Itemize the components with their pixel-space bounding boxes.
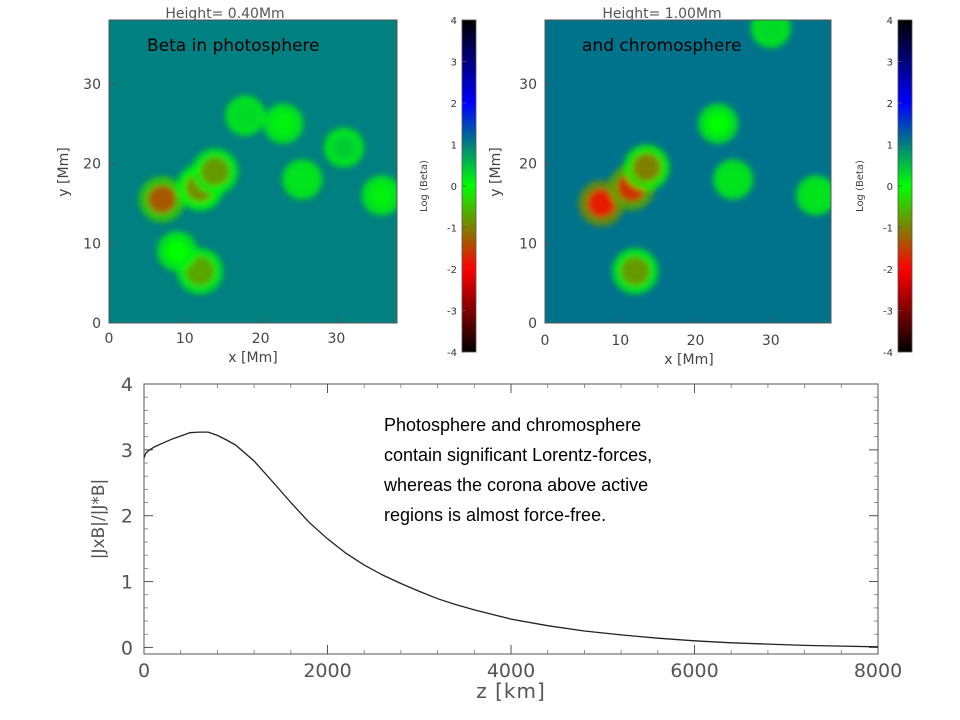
colorbar-1-tick-label: 0 <box>451 182 457 193</box>
map2-y-tick-label: 10 <box>519 236 537 252</box>
colorbar-1-tick-label: 4 <box>451 16 457 27</box>
map1-image <box>109 20 397 323</box>
colorbar-2: -4 -3 -2 -1 0 1 2 3 4 Log (Beta) <box>855 16 913 359</box>
map1-low-beta-region <box>370 184 393 207</box>
map2-background <box>545 20 831 323</box>
map1-x-tick-label: 10 <box>176 331 194 347</box>
annotation-line: Photosphere and chromosphere <box>384 415 642 435</box>
map1-low-beta-region <box>166 240 189 263</box>
map1-ylabel: y [Mm] <box>56 147 72 196</box>
map2-annotation: and chromosphere <box>582 36 741 56</box>
colorbar-2-tick-label: 2 <box>887 99 893 110</box>
colorbar-1-tick-label: -4 <box>447 348 457 359</box>
beta-map-photosphere: Height= 0.40Mm Beta in photosphere 0 10 20… <box>56 6 398 366</box>
annotation-line: regions is almost force-free. <box>384 505 607 525</box>
map1-background <box>109 20 397 323</box>
map2-low-beta-region <box>707 112 730 135</box>
map1-xlabel: x [Mm] <box>228 350 277 366</box>
lorentz-force-line-plot: 0 2000 4000 6000 8000 0 1 2 3 4 z [km] |JxB|/|J*… <box>89 374 902 703</box>
colorbar-1-tick-label: -3 <box>447 307 457 318</box>
map2-x-tick-label: 10 <box>611 333 629 349</box>
map2-low-beta-region <box>621 257 650 286</box>
map1-low-beta-region <box>234 104 257 127</box>
colorbar-1-label: Log (Beta) <box>419 160 430 212</box>
map2-x-tick-label: 0 <box>541 333 550 349</box>
map1-low-beta-region <box>332 136 355 159</box>
annotation-line: whereas the corona above active <box>384 475 649 495</box>
annotation-line: contain significant Lorentz-forces, <box>384 445 653 465</box>
line-plot-x-tick-label: 4000 <box>487 660 535 682</box>
line-plot-ylabel: |JxB|/|J*B| <box>89 479 109 560</box>
map1-y-tick-label: 10 <box>83 236 101 252</box>
map1-low-beta-region <box>291 168 314 191</box>
map2-image <box>545 20 831 323</box>
colorbar-2-tick-label: -1 <box>883 224 893 235</box>
map1-low-beta-region <box>272 112 295 135</box>
line-plot-xlabel: z [km] <box>476 679 546 703</box>
colorbar-1-tick-label: 2 <box>451 99 457 110</box>
line-plot-x-tick-label: 0 <box>138 660 150 682</box>
colorbar-1-tick-label: -1 <box>447 224 457 235</box>
line-plot-y-tick-label: 2 <box>121 506 133 528</box>
line-plot-y-tick-label: 4 <box>121 374 133 396</box>
map1-low-beta-region <box>148 185 177 214</box>
map2-y-tick-label: 20 <box>519 157 537 173</box>
map2-frame <box>544 19 832 324</box>
map1-x-tick-label: 20 <box>252 331 270 347</box>
colorbar-2-tick-label: 3 <box>887 58 893 69</box>
map2-low-beta-region <box>722 168 745 191</box>
colorbar-2-tick-label: -3 <box>883 307 893 318</box>
map2-low-beta-region <box>632 153 661 182</box>
colorbar-1-tick-label: 1 <box>451 141 457 152</box>
map1-title: Height= 0.40Mm <box>165 6 284 22</box>
line-plot-x-tick-label: 6000 <box>670 660 718 682</box>
map2-low-beta-region <box>759 20 782 39</box>
line-plot-x-tick-label: 8000 <box>854 660 902 682</box>
map2-x-tick-label: 30 <box>762 333 780 349</box>
line-plot-x-tick-label: 2000 <box>303 660 351 682</box>
line-plot-annotation: Photosphere and chromosphere contain sig… <box>384 410 744 530</box>
colorbar-2-tick-label: 1 <box>887 141 893 152</box>
beta-map-chromosphere: Height= 1.00Mm and chromosphere 0 10 20 30 … <box>488 6 832 368</box>
colorbar-1: -4 -3 -2 -1 0 1 2 3 4 Log (Beta) <box>419 16 477 359</box>
map1-x-tick-label: 0 <box>105 331 114 347</box>
colorbar-2-tick-label: -4 <box>883 348 893 359</box>
line-plot-y-tick-label: 3 <box>121 440 133 462</box>
map1-low-beta-region <box>201 157 230 186</box>
map1-y-tick-label: 0 <box>92 316 101 332</box>
map2-xlabel: x [Mm] <box>664 352 713 368</box>
map1-annotation: Beta in photosphere <box>147 36 320 56</box>
map1-x-tick-label: 30 <box>327 331 345 347</box>
map2-y-tick-label: 0 <box>528 316 537 332</box>
map1-low-beta-region <box>185 257 214 286</box>
map1-frame <box>108 19 398 324</box>
map2-title: Height= 1.00Mm <box>602 6 721 22</box>
line-plot-y-tick-label: 0 <box>121 637 133 659</box>
colorbar-1-tick-label: 3 <box>451 58 457 69</box>
map2-low-beta-region <box>804 184 827 207</box>
map2-y-tick-label: 30 <box>519 77 537 93</box>
colorbar-2-tick-label: 0 <box>887 182 893 193</box>
colorbar-2-tick-label: 4 <box>887 16 893 27</box>
colorbar-2-label: Log (Beta) <box>855 160 866 212</box>
colorbar-2-tick-label: -2 <box>883 265 893 276</box>
map1-y-tick-label: 20 <box>83 157 101 173</box>
colorbar-1-tick-label: -2 <box>447 265 457 276</box>
ratio-series-line <box>143 431 879 648</box>
line-plot-y-tick-label: 1 <box>121 572 133 594</box>
map2-low-beta-region <box>587 189 616 218</box>
map1-y-tick-label: 30 <box>83 77 101 93</box>
map2-x-tick-label: 20 <box>687 333 705 349</box>
map2-ylabel: y [Mm] <box>488 147 504 196</box>
